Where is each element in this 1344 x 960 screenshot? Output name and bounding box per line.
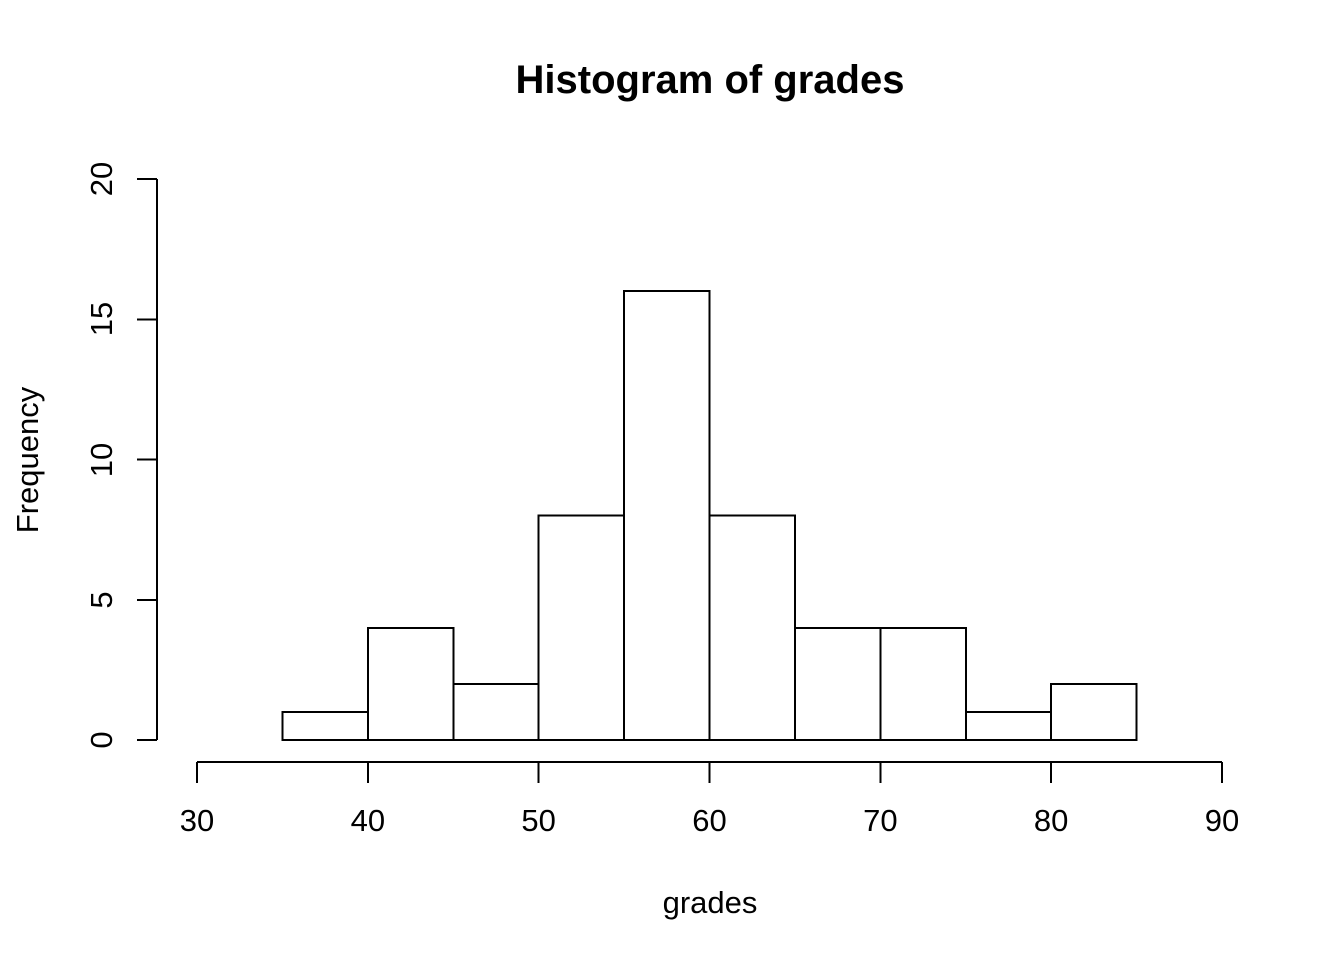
chart-title: Histogram of grades [515,58,905,102]
x-axis-tick-label: 40 [350,803,386,838]
x-axis-tick-label: 60 [692,803,727,838]
histogram-bar [281,710,369,742]
histogram-bar [793,626,882,741]
y-axis-tick-label: 0 [84,731,119,749]
y-axis-tick-label: 10 [84,442,119,477]
y-axis-label: Frequency [10,386,45,534]
histogram-bar [623,290,711,741]
x-axis-tick-label: 70 [863,803,898,838]
histogram-bar [452,682,540,742]
x-axis-tick-label: 80 [1033,803,1069,838]
x-axis-label: grades [662,885,758,920]
y-axis-tick-label: 5 [84,591,119,609]
histogram-bar [879,626,967,741]
histogram-bar [964,710,1053,742]
histogram-bar [708,514,796,741]
histogram-bar [366,626,455,741]
x-axis-tick-label: 50 [521,803,556,838]
histogram-bar [1050,682,1138,742]
y-axis-tick-label: 15 [84,302,119,337]
x-axis-tick-label: 90 [1204,803,1240,838]
x-axis-tick-label: 30 [179,803,215,838]
histogram-bar [537,514,626,741]
y-axis-tick-label: 20 [84,161,119,197]
